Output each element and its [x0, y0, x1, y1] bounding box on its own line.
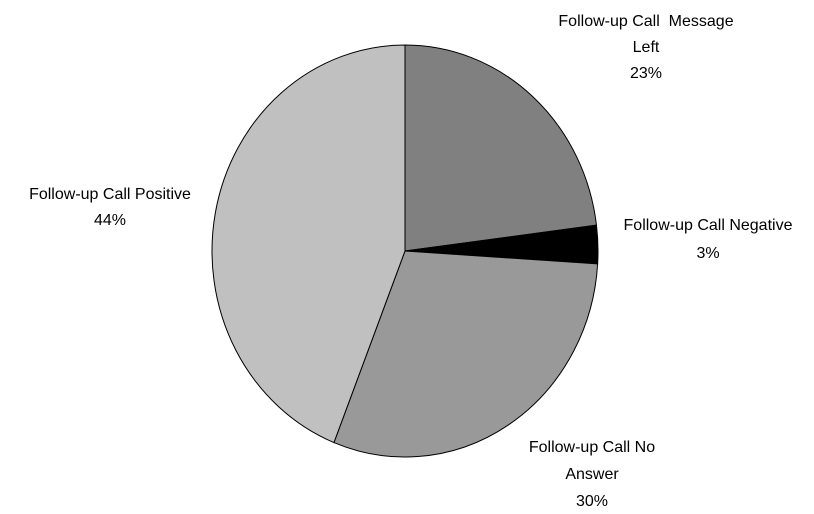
slice-4-label-line: Follow-up Call Positive	[29, 186, 191, 203]
pie-slice-1	[405, 45, 596, 251]
pie-slices	[212, 45, 598, 457]
slice-3-label-line: Follow-up Call No	[529, 439, 655, 456]
slice-4-percent-label: 44%	[94, 212, 126, 229]
slice-3-label-line: Answer	[565, 466, 619, 483]
slice-3-percent-label: 30%	[576, 493, 608, 510]
slice-1-percent-label: 23%	[630, 65, 662, 82]
slice-1-label-line: Follow-up Call Message	[558, 13, 733, 30]
slice-2-percent-label: 3%	[696, 245, 719, 262]
slice-2-label-line: Follow-up Call Negative	[624, 217, 793, 234]
slice-1-label-line: Left	[633, 39, 660, 56]
